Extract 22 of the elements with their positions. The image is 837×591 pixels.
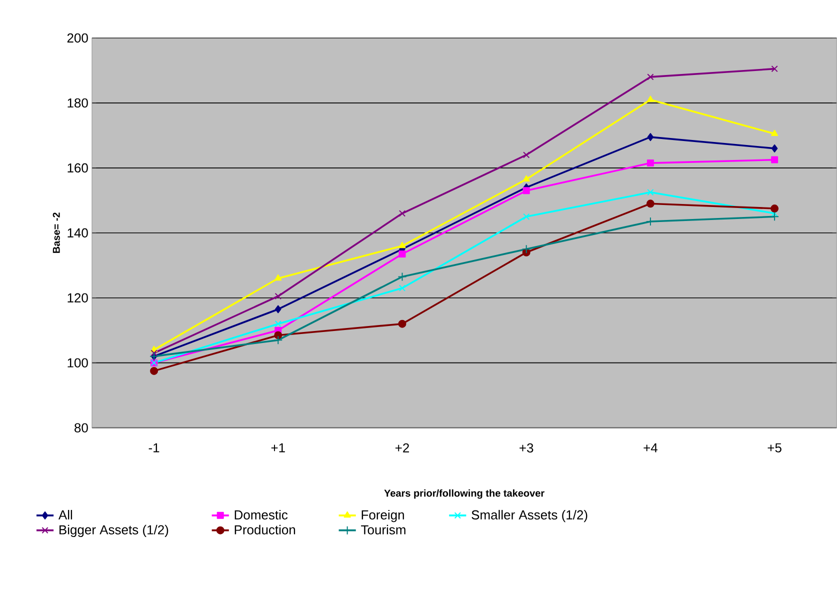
legend-label: All [58,510,72,520]
legend-label: Domestic [234,510,288,520]
x-tick-label: -1 [148,443,160,452]
y-tick-label: 200 [67,34,88,43]
x-axis-title: Years prior/following the takeover [384,490,544,499]
x-tick-label: +2 [395,443,409,453]
legend-label: Smaller Assets (1/2) [472,510,588,522]
y-tick-label: 100 [68,358,88,368]
y-tick-label: 80 [74,423,88,433]
y-axis-title: Base= -2 [52,212,60,254]
legend-label: Foreign [362,510,404,522]
x-tick-label: +3 [520,443,534,453]
legend-label: Production [234,525,296,535]
x-tick-label: +4 [644,443,658,452]
x-tick-label: +1 [271,443,285,452]
x-tick-label: +5 [768,443,782,453]
y-tick-label: 180 [68,98,88,108]
legend-label: Tourism [361,525,406,535]
y-tick-label: 140 [68,228,88,238]
y-tick-label: 160 [68,163,88,173]
y-tick-label: 120 [68,293,88,303]
legend-label: Bigger Assets (1/2) [60,525,168,538]
